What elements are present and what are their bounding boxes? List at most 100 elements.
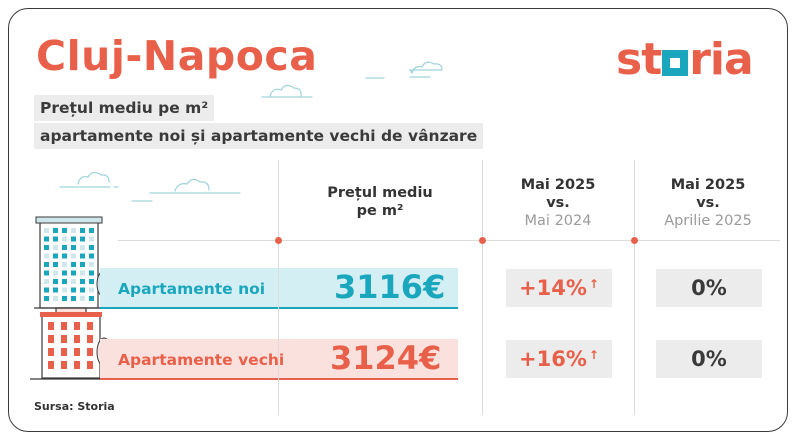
window-shape [62,262,67,267]
divider-vertical-1 [278,160,279,415]
window-shape [80,296,85,301]
logo-text-start: st [616,34,662,85]
window-shape [62,253,67,259]
window-shape [71,262,76,267]
header-yoy: Mai 2025 vs. Mai 2024 [496,176,620,230]
window-shape [89,262,94,267]
window-shape [53,253,58,259]
subtitle-line-2: apartamente noi și apartamente vechi de … [34,123,484,149]
window-shape [53,287,58,293]
logo-square-icon [662,50,689,76]
window-shape [89,253,94,259]
price-new: 3116€ [334,268,446,306]
header-mom-vs: vs. [696,195,720,211]
window-shape [61,335,67,343]
window-shape [71,296,76,301]
header-yoy-ref: Mai 2024 [524,213,592,229]
window-shape [62,236,67,242]
window-shape [89,296,94,301]
window-shape [53,228,58,233]
window-shape [44,245,49,250]
window-shape [53,296,58,301]
header-mom: Mai 2025 vs. Aprilie 2025 [646,176,770,230]
divider-vertical-3 [634,160,635,415]
window-shape [71,245,76,250]
window-shape [71,270,76,276]
header-mom-main: Mai 2025 [670,177,746,193]
window-shape [53,245,58,250]
row-label-old: Apartamente vechi [118,351,285,369]
window-shape [74,348,80,356]
window-shape [44,287,49,293]
window-shape [53,236,58,242]
window-shape [87,322,93,330]
window-shape [87,348,93,356]
window-shape [80,236,85,242]
window-shape [74,361,80,369]
window-shape [48,348,54,356]
window-shape [89,236,94,242]
window-shape [61,322,67,330]
window-shape [62,296,67,301]
window-shape [44,296,49,301]
window-shape [71,236,76,242]
price-old: 3124€ [330,339,442,377]
window-shape [61,348,67,356]
window-shape [44,228,49,233]
window-shape [87,361,93,369]
window-shape [53,262,58,267]
window-shape [89,287,94,293]
window-shape [74,322,80,330]
yoy-change-old: +16% ↑ [506,340,612,378]
window-shape [53,279,58,284]
window-shape [62,228,67,233]
marker-dot [275,237,282,244]
window-shape [89,245,94,250]
window-shape [48,335,54,343]
divider-vertical-2 [482,160,483,415]
window-shape [62,270,67,276]
window-shape [44,262,49,267]
window-shape [80,279,85,284]
old-building-icon [40,307,102,379]
mom-change-old: 0% [656,340,762,378]
window-shape [87,335,93,343]
window-shape [61,361,67,369]
divider-horizontal [118,240,780,241]
subtitle-line-1: Prețul mediu pe m² [34,95,215,121]
window-shape [44,253,49,259]
window-shape [53,270,58,276]
yoy-change-new: +14% ↑ [506,269,612,307]
new-building-icon [35,216,103,309]
source-note: Sursa: Storia [34,400,115,413]
window-shape [80,270,85,276]
up-arrow-icon: ↑ [588,276,599,291]
window-shape [80,262,85,267]
marker-dot [631,237,638,244]
window-shape [89,270,94,276]
window-shape [80,245,85,250]
window-shape [48,322,54,330]
window-shape [71,228,76,233]
window-shape [74,335,80,343]
window-shape [62,287,67,293]
cloud-icon [59,61,443,202]
window-shape [62,279,67,284]
window-shape [89,228,94,233]
logo-text-end: ria [689,34,753,85]
header-price: Prețul mediu pe m² [318,184,442,220]
row-label-new: Apartamente noi [118,280,266,298]
row-bar-new [100,268,458,308]
header-yoy-vs: vs. [546,195,570,211]
window-shape [80,253,85,259]
window-shape [48,361,54,369]
window-shape [71,253,76,259]
window-shape [71,287,76,293]
header-price-label: Prețul mediu pe m² [327,185,433,219]
mom-change-new: 0% [656,269,762,307]
up-arrow-icon: ↑ [588,347,599,362]
marker-dot [479,237,486,244]
storia-logo: st ria [616,34,754,85]
window-shape [44,236,49,242]
